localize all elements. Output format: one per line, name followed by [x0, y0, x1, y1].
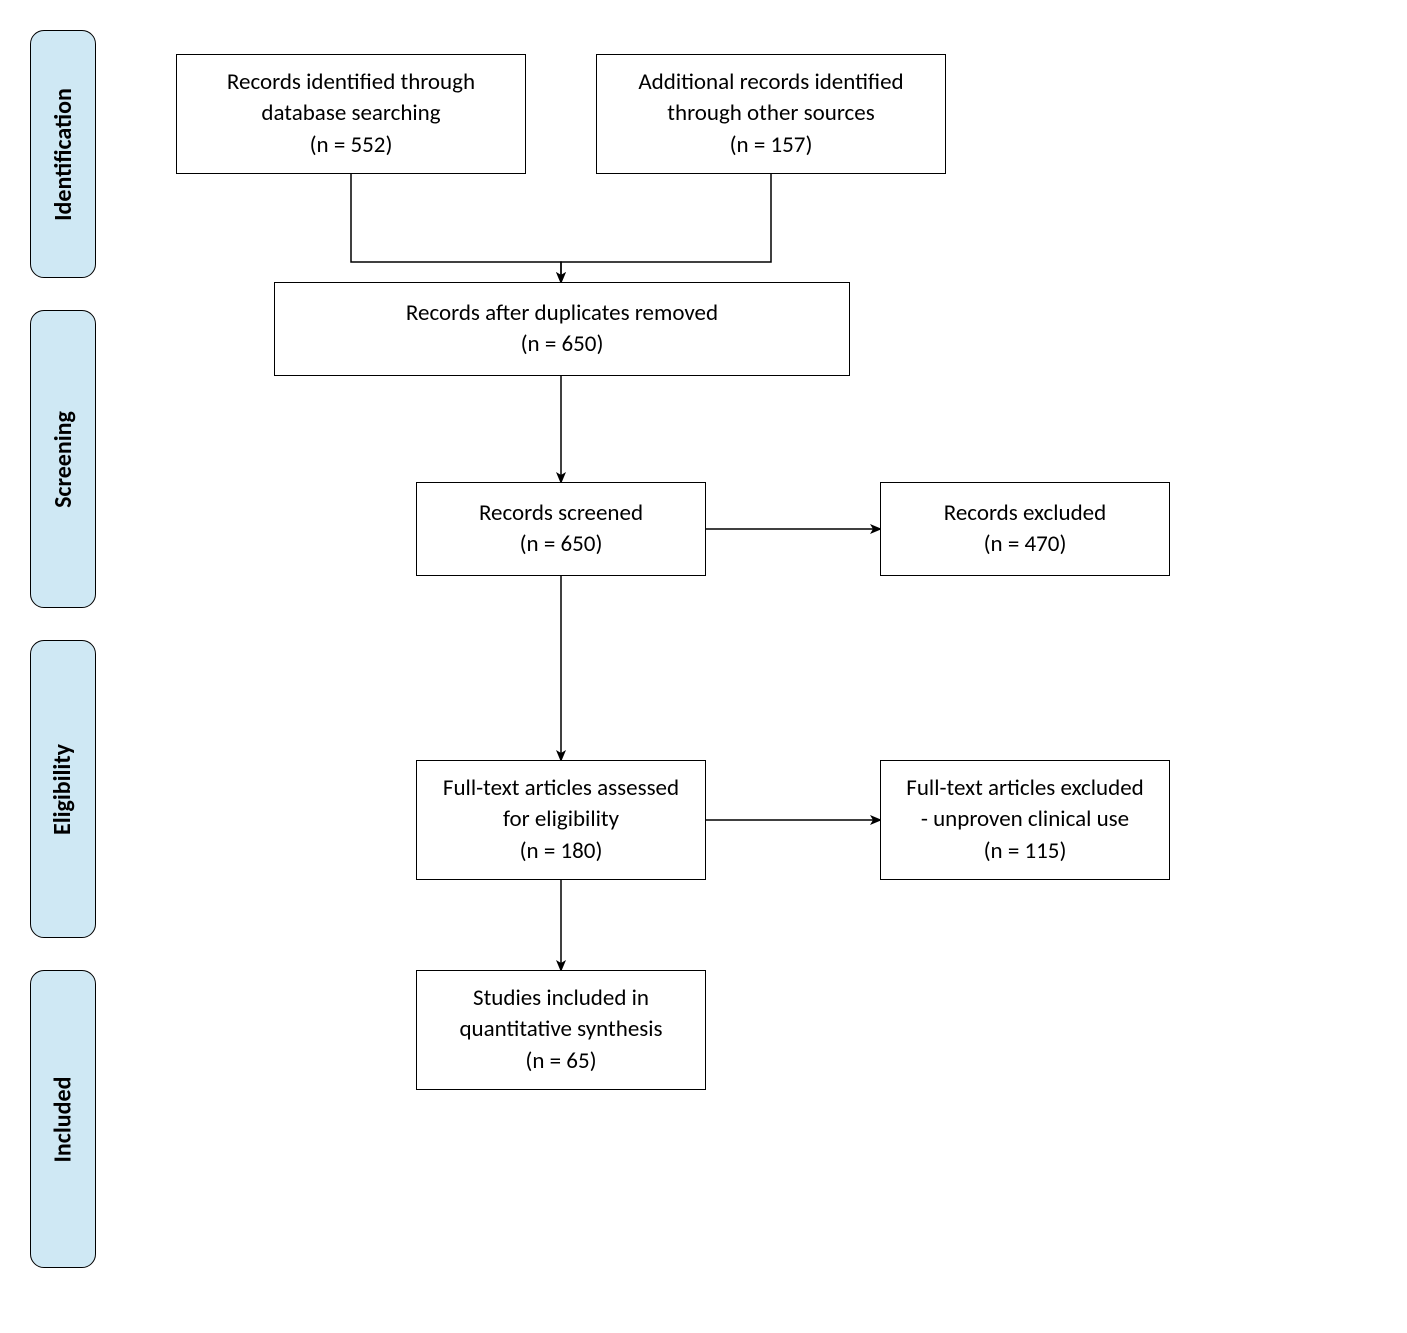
node-line: Records screened [479, 498, 643, 529]
node-line: Full-text articles excluded [906, 773, 1143, 804]
arrows-layer [0, 0, 1407, 1333]
node-line: Full-text articles assessed [443, 773, 679, 804]
node-line: Records excluded [944, 498, 1106, 529]
node-screened: Records screened(n = 650) [416, 482, 706, 576]
node-line: (n = 650) [521, 329, 604, 360]
phase-label: Identification [49, 88, 78, 221]
node-line: (n = 470) [984, 529, 1067, 560]
prisma-flowchart: Identification Screening Eligibility Includ… [0, 0, 1407, 1333]
node-line: (n = 552) [310, 130, 393, 161]
phase-eligibility: Eligibility [30, 640, 96, 938]
node-line: Records identified through [227, 67, 475, 98]
node-fulltext: Full-text articles assessedfor eligibili… [416, 760, 706, 880]
node-line: through other sources [667, 98, 874, 129]
phase-screening: Screening [30, 310, 96, 608]
node-line: Studies included in [473, 983, 649, 1014]
node-line: (n = 180) [520, 836, 603, 867]
node-line: (n = 65) [525, 1046, 596, 1077]
node-line: Records after duplicates removed [406, 298, 718, 329]
node-line: (n = 115) [984, 836, 1067, 867]
node-excluded1: Records excluded(n = 470) [880, 482, 1170, 576]
node-line: for eligibility [503, 804, 619, 835]
node-line: Additional records identified [638, 67, 903, 98]
node-line: (n = 157) [730, 130, 813, 161]
phase-included: Included [30, 970, 96, 1268]
phase-label: Screening [49, 411, 78, 508]
node-line: quantitative synthesis [459, 1014, 662, 1045]
phase-label: Included [49, 1076, 78, 1162]
edge-other-to-dedup [561, 174, 771, 282]
phase-label: Eligibility [49, 743, 78, 834]
node-line: - unproven clinical use [921, 804, 1129, 835]
node-db: Records identified throughdatabase searc… [176, 54, 526, 174]
node-line: database searching [261, 98, 440, 129]
node-excluded2: Full-text articles excluded- unproven cl… [880, 760, 1170, 880]
phase-identification: Identification [30, 30, 96, 278]
node-dedup: Records after duplicates removed(n = 650… [274, 282, 850, 376]
edge-db-to-dedup [351, 174, 561, 282]
node-included: Studies included inquantitative synthesi… [416, 970, 706, 1090]
node-other: Additional records identifiedthrough oth… [596, 54, 946, 174]
node-line: (n = 650) [520, 529, 603, 560]
